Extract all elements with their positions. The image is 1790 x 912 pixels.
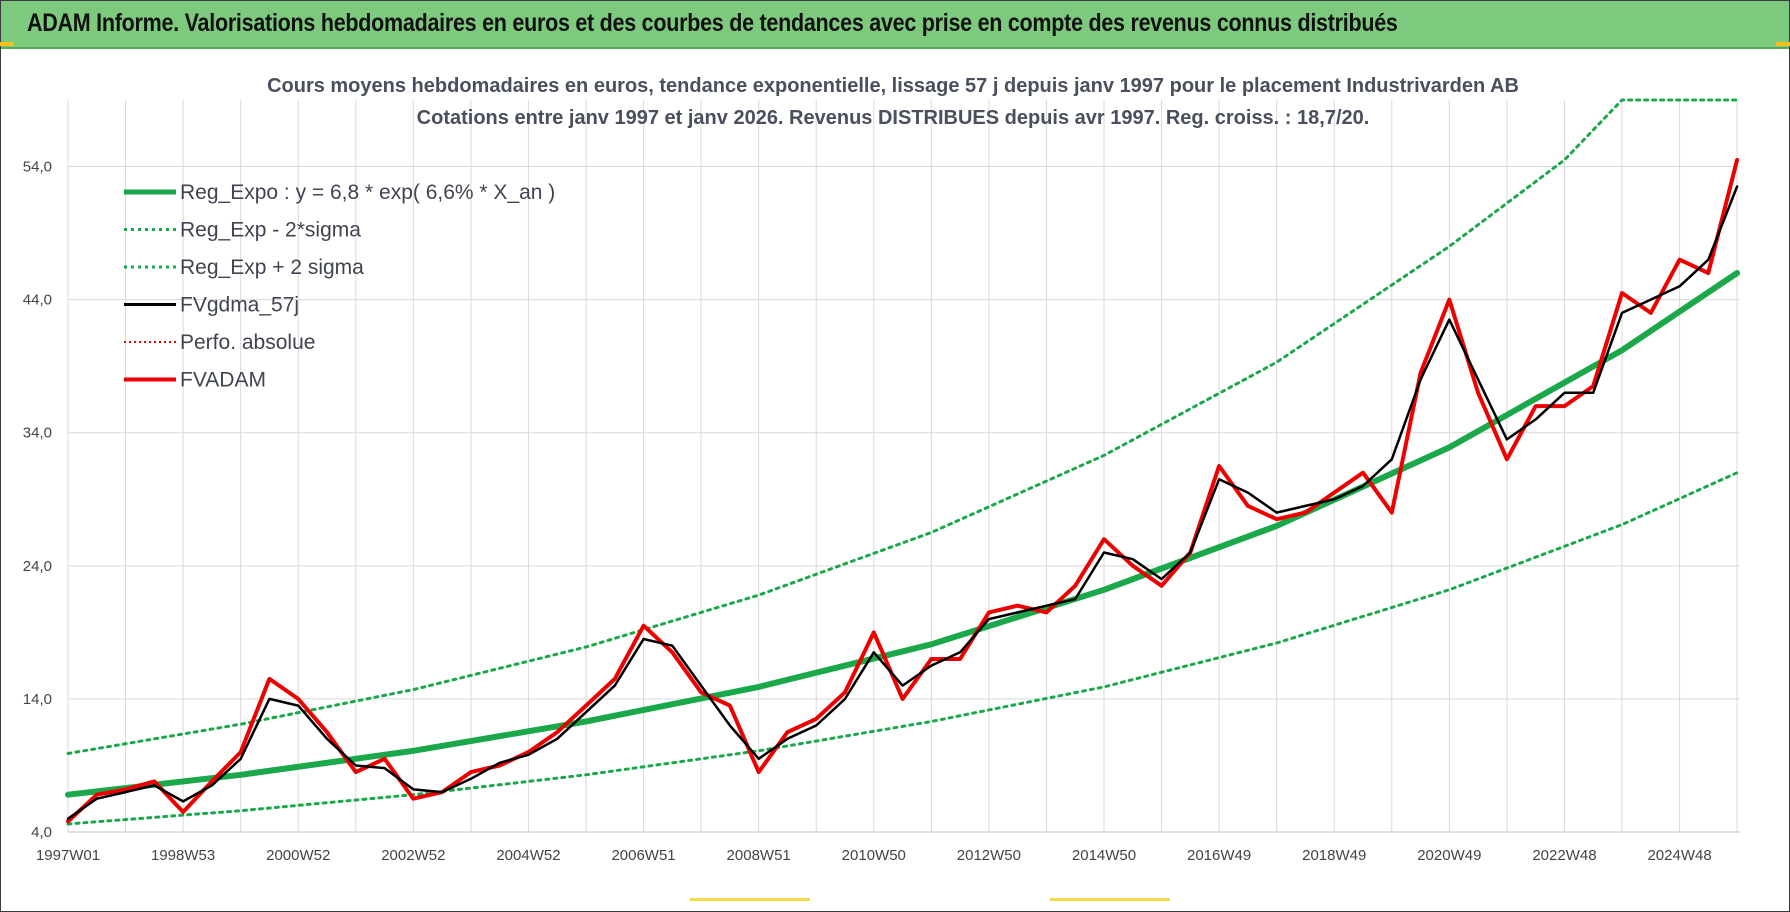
- legend: Reg_Expo : y = 6,8 * exp( 6,6% * X_an ) R…: [124, 181, 555, 392]
- series-reg-exp-minus-2sigma: [66, 471, 1739, 826]
- x-tick-label: 2008W51: [727, 847, 791, 864]
- x-tick-label: 2018W49: [1302, 847, 1366, 864]
- x-tick-label: 2004W52: [496, 847, 560, 864]
- series-reg-exp-plus-2sigma: [66, 98, 1739, 755]
- chart-title-line2: Cotations entre janv 1997 et janv 2026. …: [417, 107, 1370, 129]
- series-fvadam: [66, 157, 1740, 824]
- x-tick-label: 2010W50: [842, 847, 906, 864]
- corner-marker-right: [1776, 42, 1790, 46]
- legend-label: Perfo. absolue: [180, 331, 315, 354]
- x-tick-label: 2012W50: [957, 847, 1021, 864]
- series-layer: [65, 98, 1741, 826]
- x-tick-label: 2016W49: [1187, 847, 1251, 864]
- series-fvgdma-57j: [66, 185, 1739, 820]
- y-tick-label: 54,0: [23, 159, 52, 176]
- x-tick-label: 2022W48: [1532, 847, 1596, 864]
- x-tick-label: 2020W49: [1417, 847, 1481, 864]
- chart-title-line1: Cours moyens hebdomadaires en euros, ten…: [267, 75, 1519, 97]
- x-tick-label: 2002W52: [381, 847, 445, 864]
- y-tick-label: 24,0: [23, 558, 52, 575]
- x-axis: 1997W01 1998W53 2000W52 2002W52 2004W52 2006W…: [36, 847, 1712, 864]
- report-title: ADAM Informe. Valorisations hebdomadaire…: [27, 9, 1398, 37]
- x-tick-label: 1997W01: [36, 847, 100, 864]
- x-tick-label: 2000W52: [266, 847, 330, 864]
- y-tick-label: 44,0: [23, 292, 52, 309]
- x-tick-label: 2006W51: [611, 847, 675, 864]
- y-axis: 4,0 14,0 24,0 34,0 44,0 54,0: [23, 159, 52, 841]
- corner-marker-left: [0, 42, 14, 46]
- chart-grid: [67, 100, 1740, 833]
- legend-label: Reg_Expo : y = 6,8 * exp( 6,6% * X_an ): [180, 181, 555, 204]
- legend-label: FVADAM: [180, 369, 266, 392]
- y-tick-label: 4,0: [31, 824, 52, 841]
- legend-label: Reg_Exp + 2 sigma: [180, 256, 364, 279]
- x-tick-label: 1998W53: [151, 847, 215, 864]
- bottom-accent-line: [1050, 898, 1170, 901]
- report-header: ADAM Informe. Valorisations hebdomadaire…: [1, 1, 1789, 49]
- x-tick-label: 2014W50: [1072, 847, 1136, 864]
- y-tick-label: 34,0: [23, 425, 52, 442]
- y-tick-label: 14,0: [23, 691, 52, 708]
- series-reg-expo: [65, 270, 1741, 798]
- legend-label: Reg_Exp - 2*sigma: [180, 219, 361, 242]
- bottom-accent-line: [690, 898, 810, 901]
- legend-label: FVgdma_57j: [180, 294, 299, 317]
- x-tick-label: 2024W48: [1647, 847, 1711, 864]
